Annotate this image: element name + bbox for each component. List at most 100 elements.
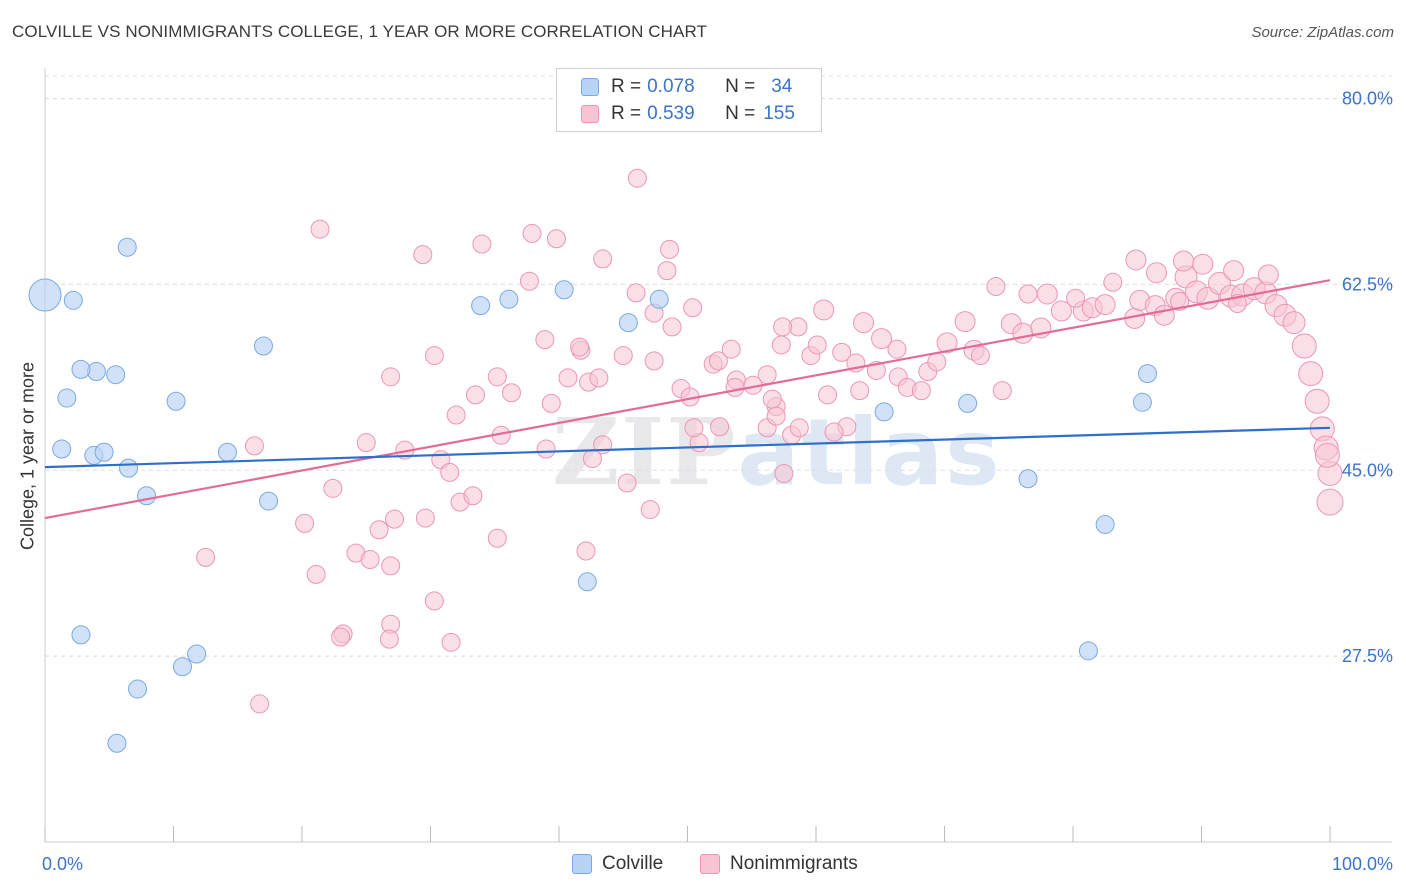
nonimmigrants-point [306,564,326,584]
nonimmigrants-point [413,245,433,265]
nonimmigrants-point [424,346,444,366]
nonimmigrants-point [613,346,633,366]
colville-point [52,439,72,459]
colville-point [1095,514,1115,534]
nonimmigrants-point [721,339,741,359]
colville-point [137,486,157,506]
chart-source: Source: ZipAtlas.com [1251,24,1394,41]
nonimmigrants-point [1094,294,1116,316]
nonimmigrants-legend-swatch [700,854,720,874]
colville-point [94,442,114,462]
nonimmigrants-point [789,418,809,438]
trend-lines [44,279,1331,520]
nonimmigrants-point [310,219,330,239]
colville-point [259,491,279,511]
tick-labels: 27.5% 45.0% 62.5% 80.0% 0.0% 100.0% [42,89,1393,874]
nonimmigrants-point [415,508,435,528]
nonimmigrants-point [853,312,875,334]
nonimmigrants-point [593,249,613,269]
colville-point [71,359,91,379]
nonimmigrants-point [832,342,852,362]
colville-point [187,644,207,664]
bottom-legend-nonimmigrants: Nonimmigrants [700,852,858,876]
nonimmigrants-point [487,528,507,548]
colville-point [172,657,192,677]
nonimmigrants-point [1050,300,1072,322]
nonimmigrants-point [1066,288,1086,308]
nonimmigrants-point [250,694,270,714]
colville-point [128,679,148,699]
nonimmigrants-point [762,389,782,409]
colville-point [117,237,137,257]
nonimmigrants-point [1170,291,1190,311]
nonimmigrants-trend-line [44,279,1331,520]
r-label: R = [611,76,642,97]
nonimmigrants-point [970,346,990,366]
nonimmigrants-point [379,629,399,649]
stats-legend-row-colville: R = 0.078 N = 34 [581,74,792,100]
nonimmigrants-point [818,385,838,405]
colville-point [499,289,519,309]
colville-point [217,442,237,462]
n-value: 155 [763,103,795,124]
nonimmigrants-point [535,330,555,350]
nonimmigrants-point [1173,250,1195,272]
nonimmigrants-point [986,277,1006,297]
colville-point [471,296,491,316]
nonimmigrants-point [1304,388,1330,414]
y-tick-label: 62.5% [1342,274,1393,294]
nonimmigrants-point [1018,284,1038,304]
colville-point [1138,364,1158,384]
nonimmigrants-point [850,381,870,401]
nonimmigrants-point [626,283,646,303]
nonimmigrants-point [463,486,483,506]
nonimmigrants-point [424,591,444,611]
nonimmigrants-point [196,547,216,567]
x-tick-label: 100.0% [1332,854,1393,874]
nonimmigrants-point [1257,264,1279,286]
nonimmigrants-point [662,317,682,337]
colville-swatch [581,78,599,96]
nonimmigrants-point [1316,488,1344,516]
nonimmigrants-point [356,433,376,453]
nonimmigrants-point [589,368,609,388]
stats-legend-row-nonimmigrants: R = 0.539 N = 155 [581,101,795,127]
nonimmigrants-point [541,393,561,413]
nonimmigrants-points [196,168,1344,714]
y-tick-label: 80.0% [1342,89,1393,109]
colville-point [253,336,273,356]
nonimmigrants-point [1314,442,1340,468]
nonimmigrants-point [576,541,596,561]
colville-point [618,313,638,333]
nonimmigrants-point [936,332,958,354]
nonimmigrants-point [1146,262,1168,284]
nonimmigrants-point [911,381,931,401]
nonimmigrants-point [558,368,578,388]
colville-point [28,278,62,312]
colville-point [166,391,186,411]
nonimmigrants-point [472,234,492,254]
watermark-zip: ZIP [552,398,738,506]
nonimmigrants-point [570,337,590,357]
nonimmigrants-point [381,367,401,387]
r-value: 0.078 [647,76,695,97]
nonimmigrants-point [446,405,466,425]
colville-point [106,365,126,385]
colville-point [107,733,127,753]
nonimmigrants-point [1192,253,1214,275]
nonimmigrants-point [824,422,844,442]
nonimmigrants-point [385,509,405,529]
nonimmigrants-point [627,168,647,188]
y-tick-label: 45.0% [1342,460,1393,480]
nonimmigrants-point [1012,322,1034,344]
colville-point [577,572,597,592]
colville-point [1132,392,1152,412]
nonimmigrants-point [954,311,976,333]
nonimmigrants-point [771,335,791,355]
y-tick-label: 27.5% [1342,646,1393,666]
colville-point [63,290,83,310]
colville-point [874,402,894,422]
nonimmigrants-point [683,298,703,318]
nonimmigrants-point [582,449,602,469]
